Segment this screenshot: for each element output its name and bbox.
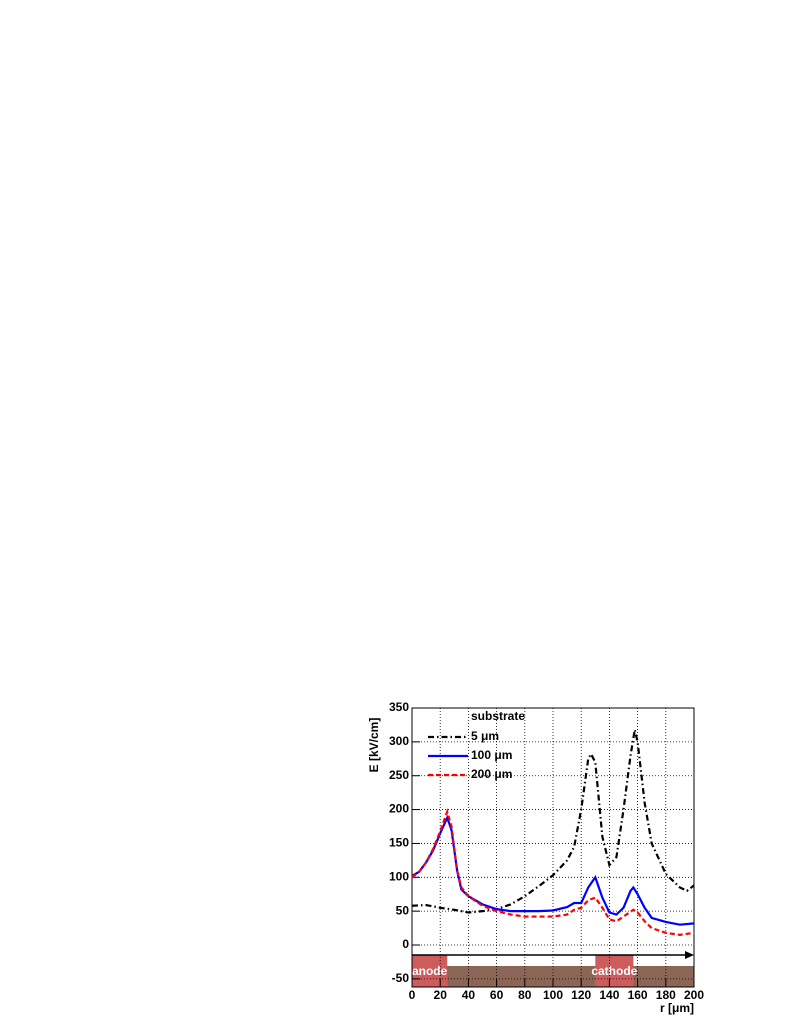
series-line <box>411 808 695 936</box>
x-tick-label: 120 <box>571 988 591 1002</box>
electrode-label: cathode <box>591 964 637 978</box>
y-tick-label: 250 <box>389 768 409 782</box>
x-tick-label: 20 <box>434 988 448 1002</box>
electrode-label: anode <box>412 964 448 978</box>
y-axis-label: E [kV/cm] <box>367 718 381 773</box>
x-tick-label: 60 <box>490 988 504 1002</box>
electrode <box>595 955 634 987</box>
arrow-head <box>685 951 694 959</box>
x-tick-label: 80 <box>518 988 532 1002</box>
legend-label: 100 μm <box>471 748 512 762</box>
electrode <box>412 955 448 987</box>
x-tick-label: 160 <box>628 988 648 1002</box>
y-tick-label: 300 <box>389 734 409 748</box>
y-tick-label: 0 <box>402 937 409 951</box>
x-tick-label: 100 <box>543 988 563 1002</box>
y-tick-label: 100 <box>389 869 409 883</box>
y-tick-label: -50 <box>392 971 410 985</box>
y-tick-label: 200 <box>389 802 409 816</box>
series-line <box>411 729 695 914</box>
x-tick-label: 40 <box>462 988 476 1002</box>
plot-frame <box>411 707 695 988</box>
legend-title: substrate <box>471 709 525 723</box>
y-tick-label: 350 <box>389 700 409 714</box>
x-tick-label: 0 <box>409 988 416 1002</box>
x-tick-label: 140 <box>599 988 619 1002</box>
y-tick-label: 50 <box>396 903 410 917</box>
x-tick-label: 180 <box>656 988 676 1002</box>
legend-label: 200 μm <box>471 767 512 781</box>
y-tick-label: 150 <box>389 836 409 850</box>
x-tick-label: 200 <box>684 988 704 1002</box>
series-line <box>411 814 695 926</box>
x-axis-label: r [μm] <box>660 1001 694 1015</box>
legend-label: 5 μm <box>471 729 499 743</box>
